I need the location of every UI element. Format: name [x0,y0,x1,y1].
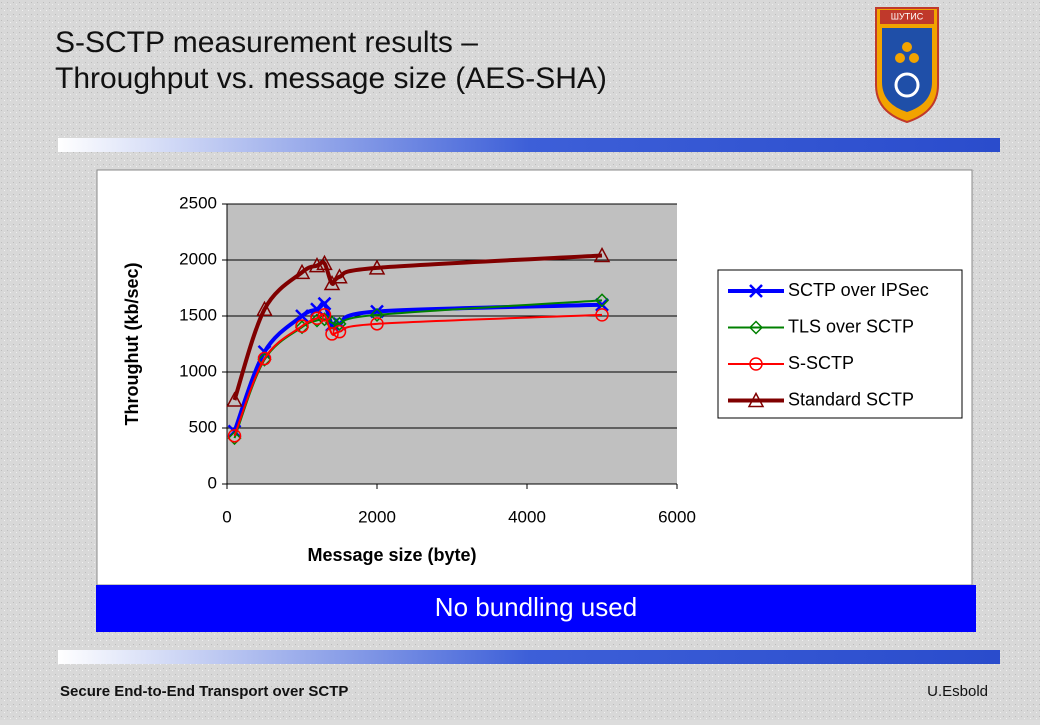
marker [227,429,242,443]
marker [595,308,609,322]
legend-label: SCTP over IPSec [788,280,929,300]
marker [331,268,348,284]
x-tick-label: 0 [222,507,231,526]
y-tick-label: 2500 [179,193,217,212]
logo: ШУТИС [875,7,939,124]
marker [332,324,347,339]
marker [227,431,242,446]
marker [295,319,309,333]
y-tick-label: 0 [208,473,217,492]
marker [749,357,763,371]
x-tick-label: 2000 [358,507,396,526]
marker [332,316,347,331]
marker [257,351,272,366]
y-tick-label: 1500 [179,305,217,324]
slide-title: S-SCTP measurement results – [55,26,478,59]
x-tick-label: 6000 [658,507,696,526]
marker [257,352,272,367]
marker [370,317,384,331]
marker [293,263,311,280]
marker [316,254,333,271]
marker [317,312,332,327]
marker [368,259,386,275]
divider [58,138,1000,152]
marker [593,246,611,263]
marker [310,311,324,325]
slide-title: Throughput vs. message size (AES-SHA) [55,62,607,95]
marker [369,307,385,322]
divider [58,650,1000,664]
x-tick-label: 4000 [508,507,546,526]
marker [317,308,332,322]
marker [294,320,310,335]
legend-label: S-SCTP [788,353,854,373]
banner [96,585,976,632]
marker [594,293,610,308]
legend-label: Standard SCTP [788,389,914,409]
marker [747,391,765,408]
y-tick-label: 500 [189,417,217,436]
footer-right: U.Esbold [927,683,988,700]
marker [317,296,332,311]
marker [749,284,763,298]
legend-label: TLS over SCTP [788,316,914,336]
x-axis-label: Message size (byte) [307,545,476,565]
y-tick-label: 2000 [179,249,217,268]
plot-area [227,204,677,484]
y-axis-label: Throughut (kb/sec) [122,263,142,426]
marker [748,320,764,335]
footer-left: Secure End-to-End Transport over SCTP [60,683,348,700]
marker [295,309,309,323]
logo-text: ШУТИС [891,11,924,21]
marker [309,313,325,328]
marker [325,327,339,341]
marker [256,300,273,317]
marker [226,391,243,407]
banner-text: No bundling used [435,592,637,622]
y-tick-label: 1000 [179,361,217,380]
